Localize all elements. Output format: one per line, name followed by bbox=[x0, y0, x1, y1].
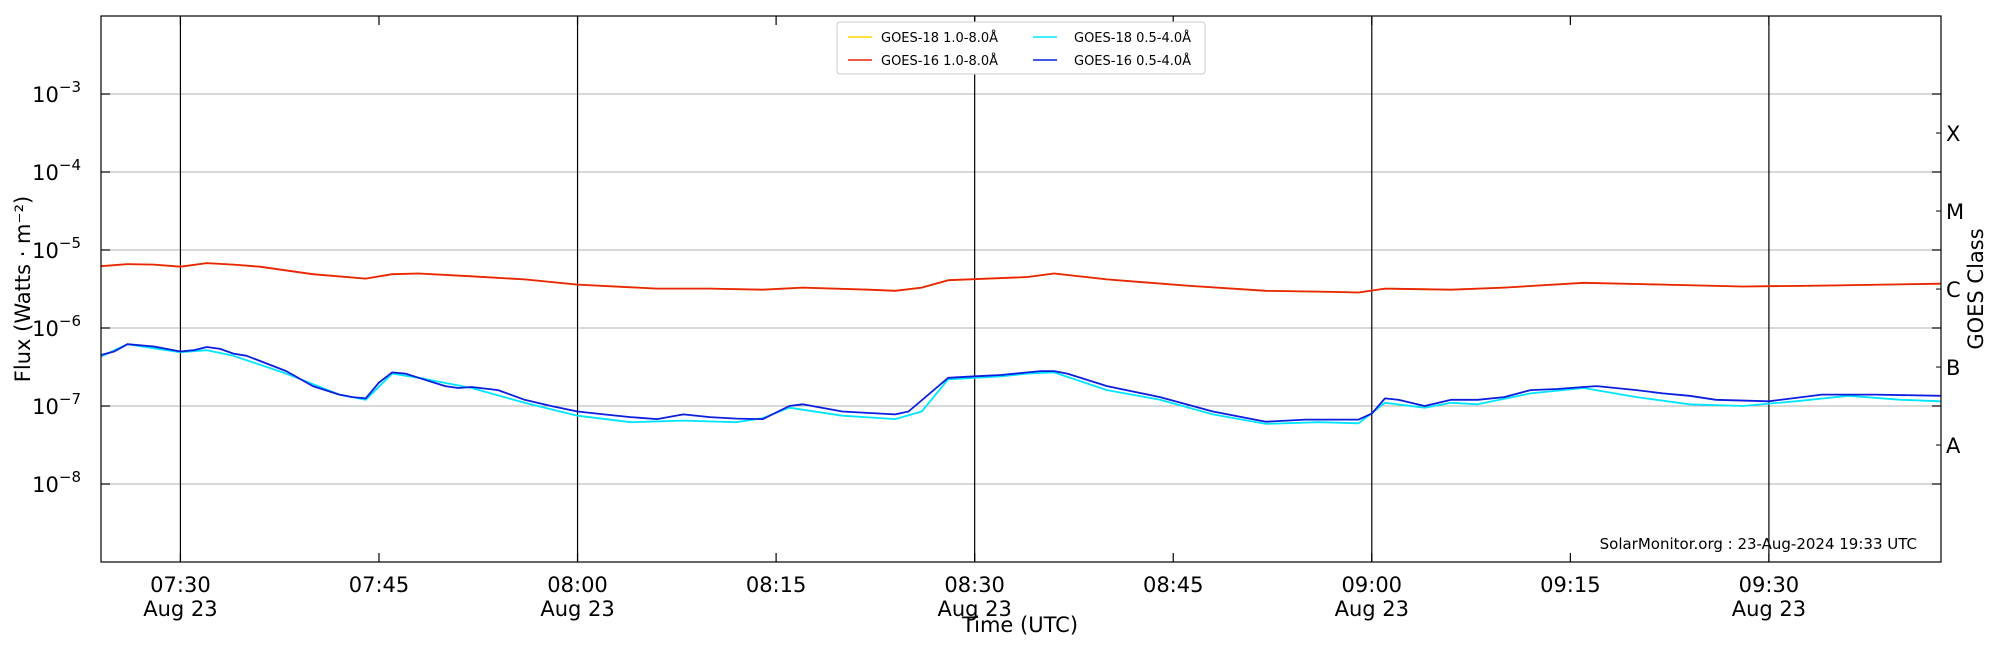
goes-class-label-A: A bbox=[1946, 434, 1961, 458]
legend-label-goes18-short: GOES-18 0.5-4.0Å bbox=[1074, 30, 1191, 46]
legend-label-goes18-long: GOES-18 1.0-8.0Å bbox=[881, 30, 998, 46]
goes-class-labels: X M C B A bbox=[1936, 122, 1964, 458]
vertical-marker-lines bbox=[179, 16, 1770, 562]
x-tick-label: 08:00 bbox=[547, 573, 608, 597]
credit-label: SolarMonitor.org : 23-Aug-2024 19:33 UTC bbox=[1600, 535, 1917, 553]
y-axis-title: Flux (Watts · m⁻²) bbox=[11, 196, 35, 382]
y-tick-label: 10−4 bbox=[32, 156, 81, 185]
y-tick-label: 10−3 bbox=[32, 78, 81, 107]
x-tick-label: 08:45 bbox=[1143, 573, 1204, 597]
goes-class-label-X: X bbox=[1946, 122, 1960, 146]
y-tick-label: 10−8 bbox=[32, 468, 81, 497]
x-tick-date-label: Aug 23 bbox=[1335, 597, 1409, 621]
x-tick-date-label: Aug 23 bbox=[1732, 597, 1806, 621]
y-tick-label: 10−6 bbox=[32, 312, 81, 341]
goes-class-label-B: B bbox=[1946, 356, 1960, 380]
x-tick-date-label: Aug 23 bbox=[540, 597, 614, 621]
x-tick-label: 09:30 bbox=[1739, 573, 1800, 597]
right-axis-title: GOES Class bbox=[1964, 228, 1988, 349]
series-layer bbox=[100, 262, 1942, 425]
x-tick-label: 07:45 bbox=[349, 573, 410, 597]
y-tick-label: 10−5 bbox=[32, 234, 81, 263]
x-tick-label: 08:30 bbox=[944, 573, 1005, 597]
x-axis-title: Time (UTC) bbox=[961, 613, 1078, 637]
y-axis-ticks: 10−8 10−7 10−6 10−5 10−4 10−3 bbox=[32, 78, 1941, 497]
x-tick-label: 09:15 bbox=[1540, 573, 1601, 597]
y-tick-label: 10−7 bbox=[32, 390, 81, 419]
legend-label-goes16-short: GOES-16 0.5-4.0Å bbox=[1074, 53, 1191, 69]
series-line-3 bbox=[100, 343, 1942, 423]
legend: GOES-18 1.0-8.0Å GOES-16 1.0-8.0Å GOES-1… bbox=[836, 21, 1206, 75]
series-line-2 bbox=[100, 262, 1942, 294]
grid-layer bbox=[101, 93, 1941, 485]
legend-label-goes16-long: GOES-16 1.0-8.0Å bbox=[881, 53, 998, 69]
goes-class-label-C: C bbox=[1946, 278, 1961, 302]
x-tick-date-label: Aug 23 bbox=[143, 597, 217, 621]
x-tick-label: 08:15 bbox=[746, 573, 807, 597]
x-tick-label: 09:00 bbox=[1342, 573, 1403, 597]
goes-class-label-M: M bbox=[1946, 200, 1964, 224]
x-tick-date-label: Aug 23 bbox=[937, 597, 1011, 621]
legend-box bbox=[836, 21, 1206, 75]
x-tick-label: 07:30 bbox=[150, 573, 211, 597]
